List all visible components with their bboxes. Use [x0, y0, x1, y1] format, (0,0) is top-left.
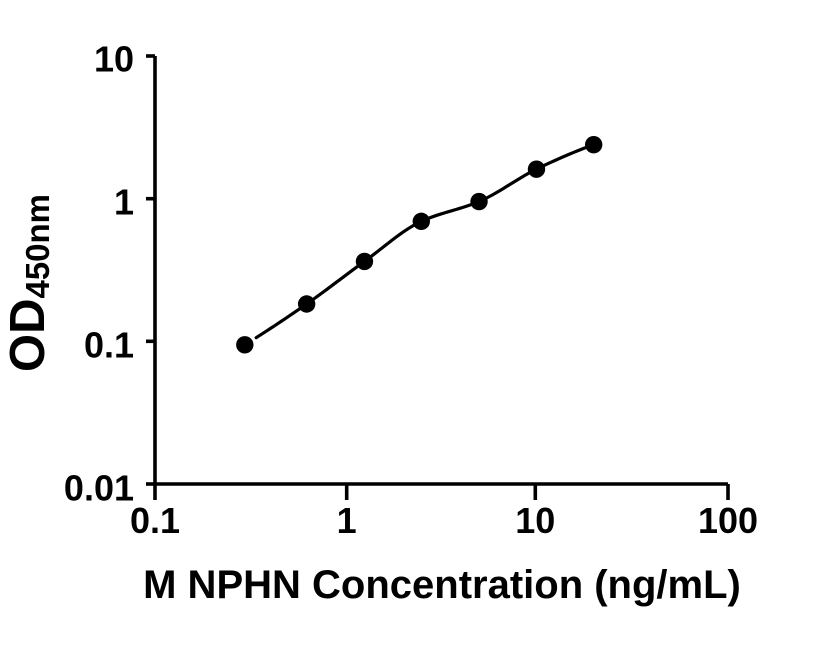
svg-text:1: 1 [114, 182, 134, 223]
svg-text:0.1: 0.1 [130, 500, 180, 541]
svg-text:M NPHN Concentration (ng/mL): M NPHN Concentration (ng/mL) [143, 563, 741, 607]
svg-text:0.1: 0.1 [84, 325, 134, 366]
svg-text:10: 10 [515, 500, 555, 541]
svg-text:OD450nm: OD450nm [1, 194, 56, 372]
svg-text:1: 1 [337, 500, 357, 541]
svg-text:10: 10 [94, 39, 134, 80]
svg-text:100: 100 [698, 500, 758, 541]
svg-text:0.01: 0.01 [64, 468, 134, 509]
